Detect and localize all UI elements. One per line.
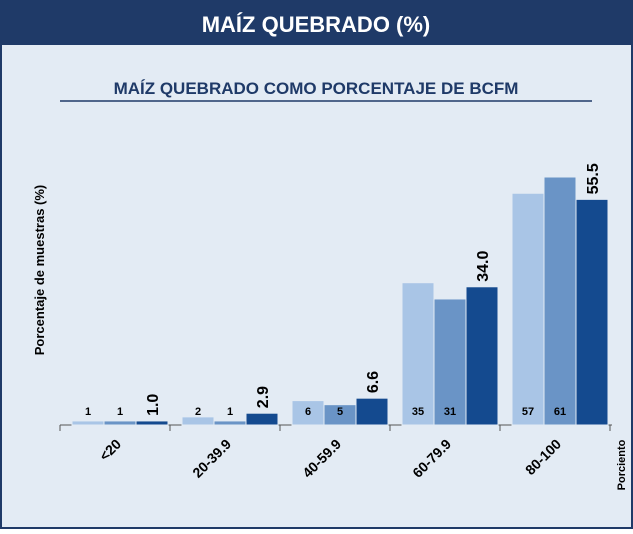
value-label: 61 bbox=[554, 406, 566, 418]
value-label: 1 bbox=[227, 406, 233, 418]
x-axis-label: Porciento bbox=[616, 439, 628, 490]
value-label: 34.0 bbox=[475, 251, 492, 282]
value-label: 1 bbox=[117, 406, 123, 418]
bar bbox=[245, 412, 279, 426]
bar bbox=[433, 298, 467, 426]
bar bbox=[213, 420, 247, 426]
value-label: 2 bbox=[195, 406, 201, 418]
bar bbox=[135, 420, 169, 426]
chart-title: MAÍZ QUEBRADO (%) bbox=[202, 12, 431, 37]
value-label: 6.6 bbox=[365, 371, 382, 393]
value-label: 1 bbox=[85, 406, 91, 418]
value-label: 1.0 bbox=[145, 394, 162, 416]
bar bbox=[355, 397, 389, 426]
bar bbox=[465, 286, 499, 426]
value-label: 55.5 bbox=[585, 163, 602, 194]
bar bbox=[103, 420, 137, 426]
value-label: 57 bbox=[522, 406, 534, 418]
value-label: 6 bbox=[305, 406, 311, 418]
bar bbox=[575, 198, 609, 426]
bar bbox=[71, 420, 105, 426]
value-label: 5 bbox=[337, 406, 343, 418]
y-axis-label: Porcentaje de muestras (%) bbox=[32, 185, 47, 356]
bar bbox=[291, 400, 325, 426]
value-label: 2.9 bbox=[255, 386, 272, 408]
title-band bbox=[1, 1, 632, 45]
bar bbox=[511, 192, 545, 426]
bar bbox=[543, 176, 577, 426]
value-label: 31 bbox=[444, 406, 456, 418]
chart-subtitle: MAÍZ QUEBRADO COMO PORCENTAJE DE BCFM bbox=[114, 79, 519, 98]
bar bbox=[401, 282, 435, 426]
value-label: 35 bbox=[412, 406, 424, 418]
bar bbox=[181, 416, 215, 426]
